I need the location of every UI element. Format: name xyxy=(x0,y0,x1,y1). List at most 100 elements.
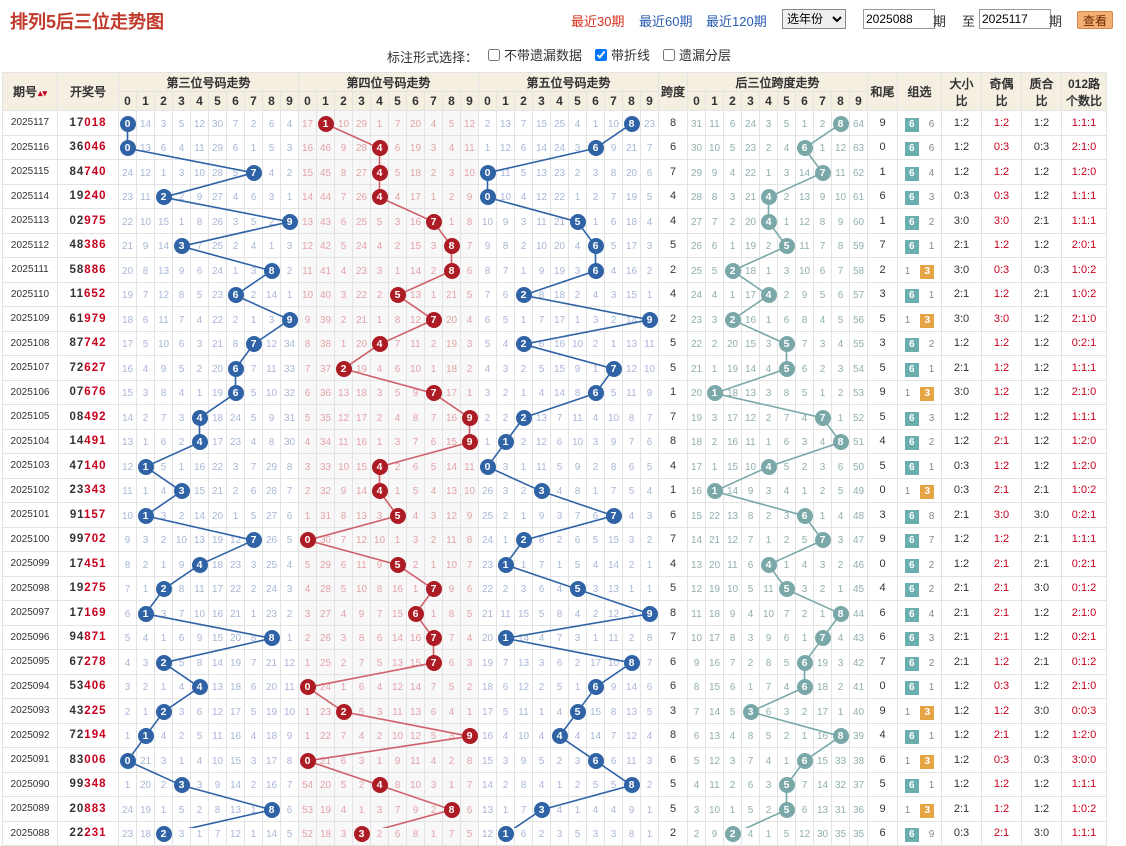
p4-digit-cell: 7 xyxy=(388,110,407,136)
p4-digit-cell: 5 xyxy=(370,649,389,675)
query-button[interactable]: 查看 xyxy=(1077,11,1113,29)
group-six-miss: 1 xyxy=(904,486,911,498)
miss-count: 3 xyxy=(693,804,700,816)
span-hit-ball: 7 xyxy=(814,630,831,647)
p5-digit-cell: 1 xyxy=(514,257,533,283)
option-miss-layer-checkbox[interactable] xyxy=(663,48,675,61)
miss-count: 15 xyxy=(589,706,602,718)
draw-front-digits: 19 xyxy=(69,582,85,595)
miss-count: 21 xyxy=(708,535,721,547)
p5-digit-cell: 2 xyxy=(586,600,605,626)
miss-count: 5 xyxy=(196,731,203,743)
miss-count: 14 xyxy=(409,682,422,694)
year-select[interactable]: 选年份 xyxy=(782,9,846,29)
span-digit-cell: 46 xyxy=(849,551,868,577)
span-value: 7 xyxy=(658,624,688,650)
span-digit-cell: 24 xyxy=(741,110,760,136)
p4-hit-ball: 7 xyxy=(425,213,442,230)
p4-digit-cell: 8 xyxy=(406,820,425,846)
span-digit-cell: 27 xyxy=(687,208,706,234)
miss-count: 6 xyxy=(196,706,203,718)
option-polyline[interactable]: 带折线 xyxy=(595,45,650,64)
odd-even-ratio: 2:1 xyxy=(981,575,1022,601)
p3-digit-cell: 4 xyxy=(244,232,263,258)
period-link-120[interactable]: 最近120期 xyxy=(706,14,767,29)
p3-digit-cell: 6 xyxy=(280,502,299,528)
p3-digit-cell: 11 xyxy=(118,477,137,503)
miss-count: 6 xyxy=(502,682,509,694)
miss-count: 3 xyxy=(729,755,736,767)
p5-digit-cell: 3 xyxy=(640,747,659,773)
option-no-miss[interactable]: 不带遗漏数据 xyxy=(488,45,582,64)
p5-digit-cell: 2 xyxy=(514,232,533,258)
from-issue-input[interactable] xyxy=(863,9,935,29)
p4-digit-cell: 5 xyxy=(460,820,479,846)
p4-digit-cell: 4 xyxy=(370,232,389,258)
issue-column-header[interactable]: 期号▴▾ xyxy=(2,72,58,111)
miss-count: 50 xyxy=(852,461,865,473)
miss-count: 10 xyxy=(391,731,404,743)
p5-digit-cell: 19 xyxy=(478,649,497,675)
miss-count: 17 xyxy=(229,706,242,718)
p3-digit-cell: 2 xyxy=(154,649,173,675)
option-miss-layer[interactable]: 遗漏分层 xyxy=(663,45,731,64)
miss-count: 3 xyxy=(358,755,365,767)
period-link-60[interactable]: 最近60期 xyxy=(639,14,693,29)
miss-count: 12 xyxy=(625,363,638,375)
to-issue-input[interactable] xyxy=(979,9,1051,29)
p3-digit-cell: 1 xyxy=(136,502,155,528)
p4-digit-cell: 9 xyxy=(388,747,407,773)
span-value: 4 xyxy=(658,208,688,234)
miss-count: 12 xyxy=(409,731,422,743)
span-digit-cell: 6 xyxy=(795,134,814,160)
miss-count: 2 xyxy=(783,290,790,302)
p3-digit-cell: 21 xyxy=(208,330,227,356)
p3-digit-cell: 5 xyxy=(244,698,263,724)
miss-count: 7 xyxy=(538,314,545,326)
miss-count: 42 xyxy=(852,657,865,669)
p5-digit-cell: 1 xyxy=(640,820,659,846)
p3-digit-cell: 25 xyxy=(208,232,227,258)
period-link-30[interactable]: 最近30期 xyxy=(571,14,625,29)
miss-count: 23 xyxy=(319,706,332,718)
miss-count: 13 xyxy=(301,216,314,228)
sort-arrow-icon[interactable]: ▴▾ xyxy=(37,88,48,98)
p3-digit-cell: 15 xyxy=(226,747,245,773)
miss-count: 1 xyxy=(178,461,185,473)
p5-digit-cell: 4 xyxy=(640,208,659,234)
p5-digit-cell: 10 xyxy=(604,404,623,430)
draw-number: 19240 xyxy=(57,183,119,209)
miss-count: 13 xyxy=(481,804,494,816)
span-digit-cell: 3 xyxy=(777,159,796,185)
route-012-ratio: 1:2:0 xyxy=(1061,159,1107,185)
miss-count: 25 xyxy=(690,265,703,277)
p5-digit-cell: 21 xyxy=(622,134,641,160)
miss-count: 10 xyxy=(535,241,548,253)
miss-count: 1 xyxy=(765,314,772,326)
p5-digit-cell: 5 xyxy=(514,159,533,185)
miss-count: 1 xyxy=(765,829,772,841)
p4-digit-cell: 18 xyxy=(442,355,461,381)
span-digit-cell: 9 xyxy=(705,159,724,185)
miss-count: 1 xyxy=(286,192,293,204)
issue-number: 2025114 xyxy=(2,183,58,209)
p3-digit-cell: 8 xyxy=(172,575,191,601)
group-three-miss: 1 xyxy=(928,363,935,375)
span-digit-cell: 5 xyxy=(831,306,850,332)
option-no-miss-checkbox[interactable] xyxy=(488,48,500,61)
option-polyline-checkbox[interactable] xyxy=(595,48,607,61)
p3-digit-cell: 3 xyxy=(280,575,299,601)
miss-count: 6 xyxy=(610,755,617,767)
draw-front-digits: 17 xyxy=(69,557,85,570)
p3-digit-cell: 22 xyxy=(118,208,137,234)
miss-count: 4 xyxy=(574,241,581,253)
p5-digit-cell: 2 xyxy=(568,771,587,797)
span-digit-cell: 7 xyxy=(813,404,832,430)
p3-digit-cell: 4 xyxy=(244,428,263,454)
draw-number: 22231 xyxy=(57,820,119,846)
miss-count: 27 xyxy=(319,608,332,620)
span-digit-cell: 10 xyxy=(831,183,850,209)
p3-digit-cell: 10 xyxy=(190,600,209,626)
miss-count: 16 xyxy=(816,731,829,743)
miss-count: 7 xyxy=(520,804,527,816)
